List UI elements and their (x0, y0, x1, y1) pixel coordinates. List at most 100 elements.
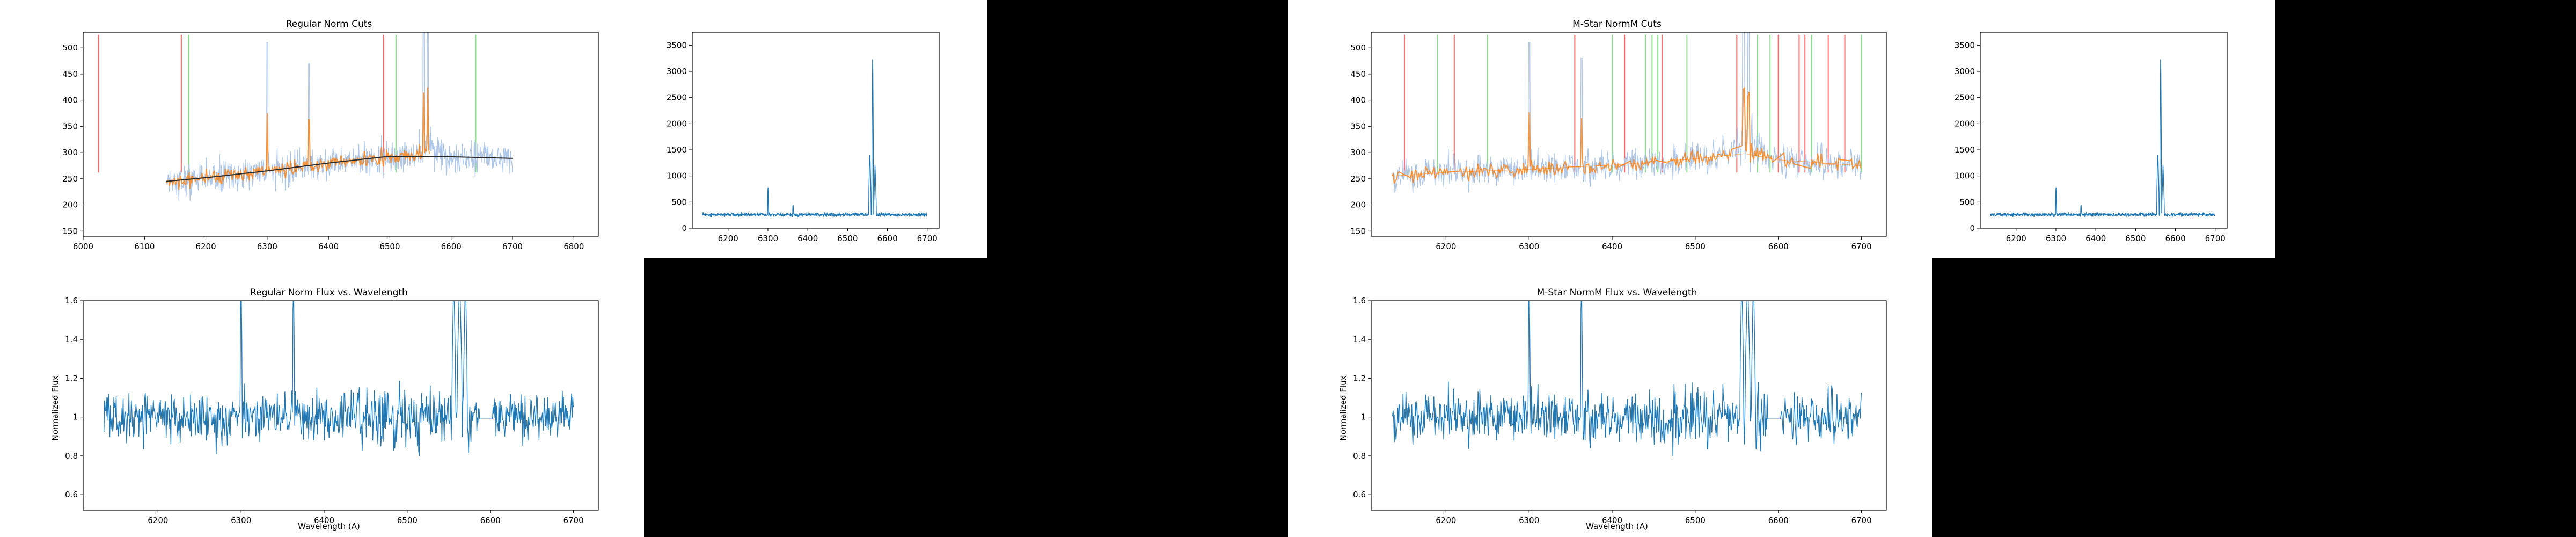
plot-inner (1391, 32, 1862, 193)
chart-title: Regular Norm Flux vs. Wavelength (250, 287, 408, 298)
x-tick-label: 6300 (257, 242, 277, 251)
y-tick-label: 450 (1350, 69, 1366, 79)
y-tick-label: 1 (72, 412, 78, 422)
y-tick-label: 2500 (667, 93, 687, 103)
x-tick-label: 6000 (73, 242, 93, 251)
x-axis-label: Wavelength (A) (1586, 521, 1648, 531)
x-tick-label: 6300 (1519, 242, 1539, 251)
x-tick-label: 6200 (1436, 516, 1456, 525)
y-axis-label: Normalized Flux (1338, 375, 1348, 440)
x-tick-label: 6500 (397, 516, 418, 525)
x-tick-label: 6500 (1685, 516, 1706, 525)
y-tick-label: 150 (62, 226, 78, 236)
y-tick-label: 0.8 (65, 451, 78, 461)
x-tick-label: 6600 (2165, 234, 2185, 243)
spectrum-line (701, 59, 928, 218)
y-tick-label: 3500 (1955, 40, 1975, 50)
x-tick-label: 6700 (2205, 234, 2226, 243)
chart-title: M-Star NormM Cuts (1572, 19, 1662, 30)
y-tick-label: 200 (62, 200, 78, 210)
x-tick-label: 6100 (134, 242, 155, 251)
y-tick-label: 500 (1959, 197, 1975, 207)
x-tick-label: 6400 (318, 242, 339, 251)
axes-frame (1371, 32, 1887, 237)
x-tick-label: 6500 (837, 234, 858, 243)
plot-area: 6200 6300 6400 6500 6600 6700 0.6 0.8 1 1.2 1.4 1.6 (1353, 296, 1887, 525)
x-tick-label: 6500 (2125, 234, 2146, 243)
y-tick-label: 350 (62, 121, 78, 131)
x-tick-label: 6300 (2046, 234, 2066, 243)
x-tick-label: 6500 (379, 242, 400, 251)
y-tick-label: 0.6 (65, 490, 78, 499)
chart-mstar-norm-flux: M-Star NormM Flux vs. Wavelength Wavelen… (1338, 287, 1887, 531)
plot-area: 6200 6300 6400 6500 6600 6700 0 500 1000 1500 2000… (1955, 32, 2228, 243)
y-tick-label: 400 (1350, 96, 1366, 105)
x-tick-label: 6600 (877, 234, 897, 243)
chart-title: M-Star NormM Flux vs. Wavelength (1537, 287, 1697, 298)
y-tick-label: 1500 (1955, 145, 1975, 155)
y-tick-label: 500 (62, 43, 78, 53)
x-tick-label: 6400 (2085, 234, 2106, 243)
plot-area: 6200 6300 6400 6500 6600 6700 150 200 250 300 350 4… (1350, 32, 1887, 251)
x-tick-label: 6600 (1768, 242, 1789, 251)
y-tick-label: 350 (1350, 121, 1366, 131)
chart-mstar-norm-cuts: M-Star NormM Cuts 6200 6300 6400 6500 6600 67… (1350, 19, 1887, 251)
y-tick-label: 2000 (1955, 119, 1975, 128)
plot-inner (701, 59, 928, 218)
plot-inner (98, 32, 513, 201)
figure-mstar-bottom (1288, 258, 1932, 537)
y-tick-label: 1.4 (65, 335, 78, 344)
y-tick-label: 300 (1350, 148, 1366, 157)
y-tick-label: 1.2 (65, 373, 78, 383)
y-tick-label: 1.4 (1353, 335, 1366, 344)
spectrum-line (1392, 301, 1862, 456)
axes-frame (83, 32, 599, 237)
fit-points (165, 87, 430, 190)
x-tick-label: 6200 (1436, 242, 1456, 251)
y-tick-label: 1000 (1955, 171, 1975, 181)
continuum-fit (166, 155, 513, 182)
plot-area: 6000 6100 6200 6300 6400 6500 6600 6700 6800 150 2… (62, 32, 599, 251)
x-tick-label: 6400 (1602, 242, 1622, 251)
axes-frame (83, 300, 599, 511)
spectrum-line (104, 301, 574, 456)
y-tick-label: 300 (62, 148, 78, 157)
y-tick-label: 400 (62, 96, 78, 105)
y-tick-label: 500 (1350, 43, 1366, 53)
y-tick-label: 3000 (1955, 67, 1975, 76)
y-tick-label: 0.6 (1353, 490, 1366, 499)
y-tick-label: 500 (671, 197, 687, 207)
axes-frame (1371, 300, 1887, 511)
y-tick-label: 1.6 (1353, 296, 1366, 306)
chart-regular-norm-flux: Regular Norm Flux vs. Wavelength Wavelen… (50, 287, 599, 531)
y-tick-label: 1 (1360, 412, 1366, 422)
x-tick-label: 6800 (564, 242, 584, 251)
y-tick-label: 0 (1970, 223, 1975, 233)
x-tick-label: 6700 (917, 234, 938, 243)
x-tick-label: 6300 (231, 516, 251, 525)
y-tick-label: 0 (682, 223, 687, 233)
x-tick-label: 6600 (1768, 516, 1789, 525)
y-tick-label: 1.6 (65, 296, 78, 306)
x-tick-label: 6200 (148, 516, 168, 525)
chart-mstar-raw-flux: 6200 6300 6400 6500 6600 6700 0 500 1000 1500 2000… (1955, 32, 2228, 243)
x-tick-label: 6400 (797, 234, 818, 243)
fit-points (1391, 86, 1862, 184)
spectrum-line (1989, 59, 2216, 218)
plot-inner (1392, 301, 1862, 456)
axes-frame (1980, 32, 2228, 229)
x-tick-label: 6700 (1851, 516, 1871, 525)
y-tick-label: 2000 (667, 119, 687, 128)
x-axis-label: Wavelength (A) (298, 521, 360, 531)
y-tick-label: 250 (1350, 174, 1366, 184)
spectrum-line (1392, 32, 1862, 193)
x-tick-label: 6200 (2006, 234, 2026, 243)
y-tick-label: 1000 (667, 171, 687, 181)
y-tick-label: 1.2 (1353, 373, 1366, 383)
x-tick-label: 6700 (1851, 242, 1871, 251)
x-tick-label: 6300 (758, 234, 778, 243)
x-tick-label: 6700 (563, 516, 583, 525)
x-tick-label: 6600 (441, 242, 462, 251)
y-tick-label: 0.8 (1353, 451, 1366, 461)
